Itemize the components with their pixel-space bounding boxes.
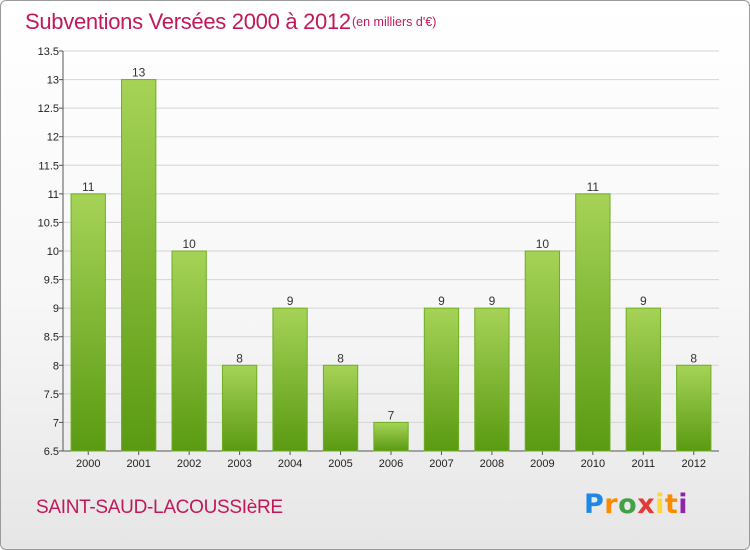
x-tick-label: 2007 bbox=[429, 458, 453, 470]
y-tick-label: 7 bbox=[53, 417, 59, 429]
x-tick-label: 2006 bbox=[379, 458, 403, 470]
y-tick-label: 11 bbox=[48, 189, 59, 201]
x-tick-label: 2009 bbox=[530, 458, 554, 470]
bar-2012 bbox=[676, 364, 712, 452]
y-tick-label: 9.5 bbox=[44, 275, 59, 287]
y-tick-label: 10.5 bbox=[38, 217, 59, 229]
bar-2008 bbox=[474, 307, 510, 452]
x-tick-labels: 2000 2001 2002 2003 2004 2005 2006 2007 2008 2009… bbox=[76, 458, 706, 470]
bar-2004 bbox=[272, 307, 308, 452]
value-label: 8 bbox=[337, 351, 344, 365]
y-tick-label: 6.5 bbox=[44, 446, 59, 458]
x-tick-label: 2001 bbox=[126, 458, 150, 470]
value-label: 7 bbox=[388, 408, 395, 422]
bar-2000 bbox=[70, 193, 106, 452]
x-tick-label: 2011 bbox=[631, 458, 655, 470]
bar-2001 bbox=[121, 79, 157, 452]
chart-title: Subventions Versées 2000 à 2012 bbox=[25, 9, 351, 34]
bar-2010 bbox=[575, 193, 611, 452]
bar-2003 bbox=[221, 364, 258, 452]
y-tick-label: 12 bbox=[47, 132, 59, 144]
x-tick-label: 2005 bbox=[328, 458, 352, 470]
value-label: 9 bbox=[489, 294, 496, 308]
logo-letter: o bbox=[618, 489, 638, 520]
y-tick-label: 12.5 bbox=[38, 103, 59, 115]
logo-letter: t bbox=[664, 489, 679, 520]
grid-lines bbox=[63, 50, 719, 452]
axes bbox=[59, 50, 719, 455]
bar-2011 bbox=[625, 307, 661, 452]
logo-letter: i bbox=[678, 489, 689, 520]
x-tick-label: 2010 bbox=[581, 458, 605, 470]
value-label: 10 bbox=[182, 237, 196, 251]
x-tick-label: 2002 bbox=[177, 458, 201, 470]
y-tick-label: 8.5 bbox=[44, 332, 59, 344]
y-tick-label: 8 bbox=[53, 360, 59, 372]
y-tick-label: 10 bbox=[47, 246, 59, 258]
bar-2002 bbox=[171, 250, 207, 452]
y-tick-labels: 6.5 7 7.5 8 8.5 9 9.5 10 10.5 11 11.5 12 12.5 13 13.5 bbox=[38, 46, 59, 458]
logo-letter: r bbox=[604, 489, 619, 520]
value-label: 9 bbox=[640, 294, 647, 308]
value-labels: 11 13 10 8 9 8 7 9 9 10 11 9 8 bbox=[82, 66, 697, 423]
logo-letter: x bbox=[637, 489, 656, 520]
bar-2007 bbox=[423, 307, 460, 452]
y-tick-label: 13 bbox=[47, 75, 59, 87]
bar-2009 bbox=[524, 250, 561, 452]
value-label: 13 bbox=[132, 66, 146, 80]
bars bbox=[70, 79, 712, 452]
y-tick-label: 11.5 bbox=[38, 160, 59, 172]
x-tick-label: 2004 bbox=[278, 458, 302, 470]
x-tick-label: 2008 bbox=[480, 458, 504, 470]
x-tick-label: 2012 bbox=[682, 458, 706, 470]
value-label: 11 bbox=[82, 180, 95, 194]
y-tick-label: 7.5 bbox=[44, 389, 59, 401]
logo-letter: i bbox=[655, 489, 665, 520]
x-tick-label: 2000 bbox=[76, 458, 100, 470]
value-label: 11 bbox=[587, 180, 600, 194]
x-tick-label: 2003 bbox=[227, 458, 251, 470]
commune-name: SAINT-SAUD-LACOUSSIèRE bbox=[36, 497, 283, 518]
chart-subtitle: (en milliers d'€) bbox=[352, 15, 437, 29]
proxiti-logo: Proxiti bbox=[584, 489, 688, 520]
value-label: 10 bbox=[536, 237, 550, 251]
y-tick-label: 13.5 bbox=[38, 46, 59, 58]
value-label: 9 bbox=[287, 294, 294, 308]
bar-2006 bbox=[373, 421, 409, 452]
value-label: 8 bbox=[690, 351, 697, 365]
value-label: 9 bbox=[438, 294, 445, 308]
y-tick-label: 9 bbox=[53, 303, 59, 315]
logo-letter: P bbox=[584, 489, 605, 520]
bar-2005 bbox=[322, 364, 359, 452]
value-label: 8 bbox=[236, 351, 243, 365]
